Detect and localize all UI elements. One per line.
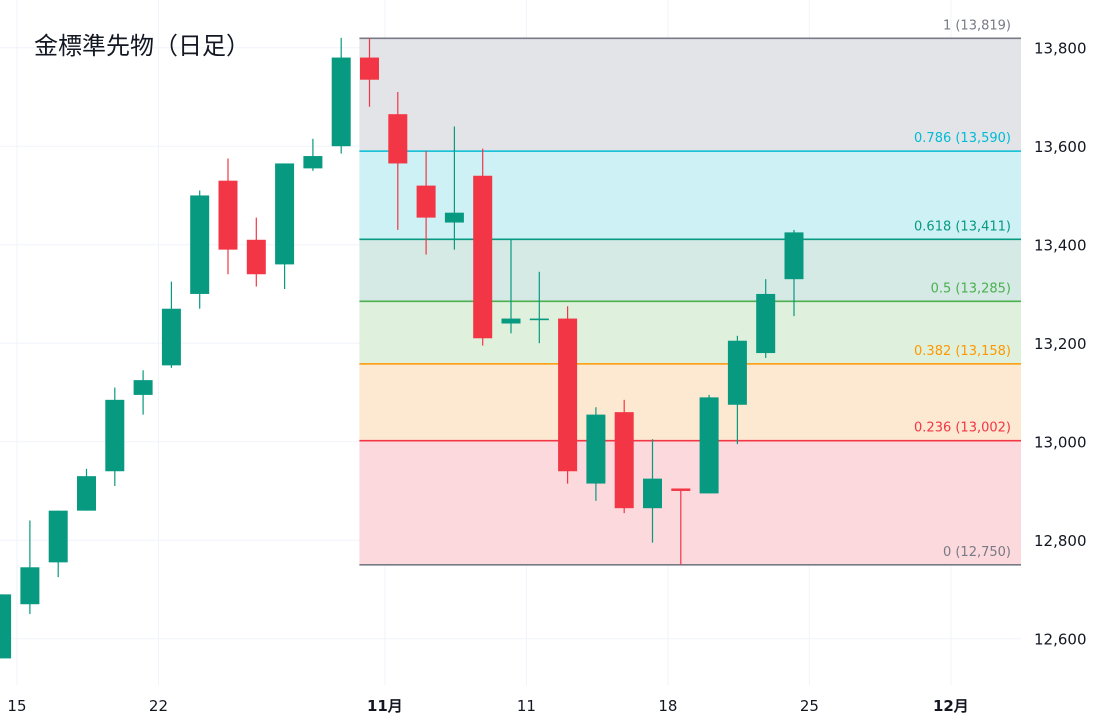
x-tick-label: 22	[149, 697, 168, 715]
candles	[0, 37, 804, 659]
y-tick-label: 12,800	[1034, 532, 1087, 550]
x-tick-label: 25	[800, 697, 819, 715]
candle-body	[77, 476, 96, 511]
fib-zone	[359, 38, 1021, 152]
candle	[360, 38, 379, 107]
candle-body	[190, 195, 210, 294]
fib-zone	[359, 239, 1021, 302]
fib-zone	[359, 363, 1021, 441]
candle	[473, 148, 493, 346]
candle	[303, 138, 323, 171]
fib-zone	[359, 301, 1021, 364]
y-tick-label: 13,000	[1034, 434, 1087, 452]
candle-body	[20, 567, 40, 605]
candle-body	[416, 185, 436, 218]
candle-body	[161, 308, 181, 366]
candle-body	[0, 594, 12, 659]
candle-body	[727, 340, 747, 405]
candle-body	[529, 318, 549, 321]
candle	[190, 190, 210, 309]
candle	[444, 126, 464, 250]
y-tick-label: 13,200	[1034, 335, 1087, 353]
candle	[671, 488, 691, 565]
fibonacci-retracement: 1 (13,819) 0.786 (13,590) 0.618 (13,411) 0.…	[359, 18, 1021, 566]
candle-body	[246, 239, 266, 275]
x-tick-label: 15	[7, 697, 26, 715]
candle-body	[671, 488, 691, 491]
fib-level-label: 0.382 (13,158)	[914, 344, 1011, 359]
candle	[77, 468, 96, 511]
fib-zone	[359, 440, 1021, 565]
candle-body	[275, 163, 295, 265]
candle	[133, 370, 153, 415]
candle	[643, 439, 662, 543]
candle	[784, 229, 804, 317]
candle-body	[756, 293, 776, 354]
candle-body	[473, 175, 493, 339]
y-tick-label: 13,600	[1034, 138, 1087, 156]
candle	[275, 163, 295, 290]
candle-body	[643, 478, 662, 509]
fib-level-label: 0.618 (13,411)	[914, 219, 1011, 234]
x-tick-label: 11	[517, 697, 536, 715]
candle-body	[133, 380, 153, 395]
candle-body	[303, 156, 323, 169]
candle-body	[218, 180, 238, 250]
y-axis: 12,600 12,800 13,000 13,200 13,400 13,600 13,8…	[1034, 40, 1087, 649]
candle-body	[331, 57, 351, 147]
candle	[0, 594, 12, 659]
candle	[756, 279, 776, 358]
fib-level-label: 1 (13,819)	[943, 18, 1011, 33]
candle-body	[501, 318, 521, 324]
candle-body	[48, 510, 68, 563]
candle-body	[444, 212, 464, 223]
fib-level-label: 0 (12,750)	[943, 545, 1011, 560]
candle-body	[105, 399, 125, 472]
x-tick-label: 18	[658, 697, 677, 715]
candle	[218, 158, 238, 275]
candle	[388, 92, 408, 230]
fib-level-label: 0.5 (13,285)	[931, 281, 1011, 296]
candle	[529, 271, 549, 344]
candle	[246, 217, 266, 287]
candle-body	[388, 114, 408, 164]
fib-level-label: 0.236 (13,002)	[914, 421, 1011, 436]
candle	[20, 520, 40, 615]
candle	[331, 37, 351, 154]
candle-body	[699, 397, 719, 494]
candle-body	[360, 57, 379, 80]
fib-level-label: 0.786 (13,590)	[914, 131, 1011, 146]
candle-body	[784, 232, 804, 280]
fib-zone	[359, 151, 1021, 240]
x-tick-label: 12月	[933, 697, 969, 715]
candle-body	[586, 414, 606, 484]
x-axis: 15 22 11月 11 18 25 12月	[7, 697, 968, 715]
candle	[614, 399, 634, 514]
candle	[501, 239, 521, 334]
candle	[727, 335, 747, 445]
candle-body	[614, 412, 634, 509]
candle	[416, 151, 436, 255]
candle	[699, 394, 719, 494]
chart-title: 金標準先物（日足）	[34, 32, 250, 60]
x-tick-label: 11月	[367, 697, 403, 715]
candle-body	[558, 318, 578, 472]
candle	[48, 510, 68, 578]
candle	[586, 407, 606, 501]
candle	[558, 306, 578, 484]
candle	[105, 387, 125, 487]
y-tick-label: 13,400	[1034, 237, 1087, 255]
y-tick-label: 12,600	[1034, 631, 1087, 649]
y-tick-label: 13,800	[1034, 40, 1087, 58]
candle	[161, 281, 181, 368]
